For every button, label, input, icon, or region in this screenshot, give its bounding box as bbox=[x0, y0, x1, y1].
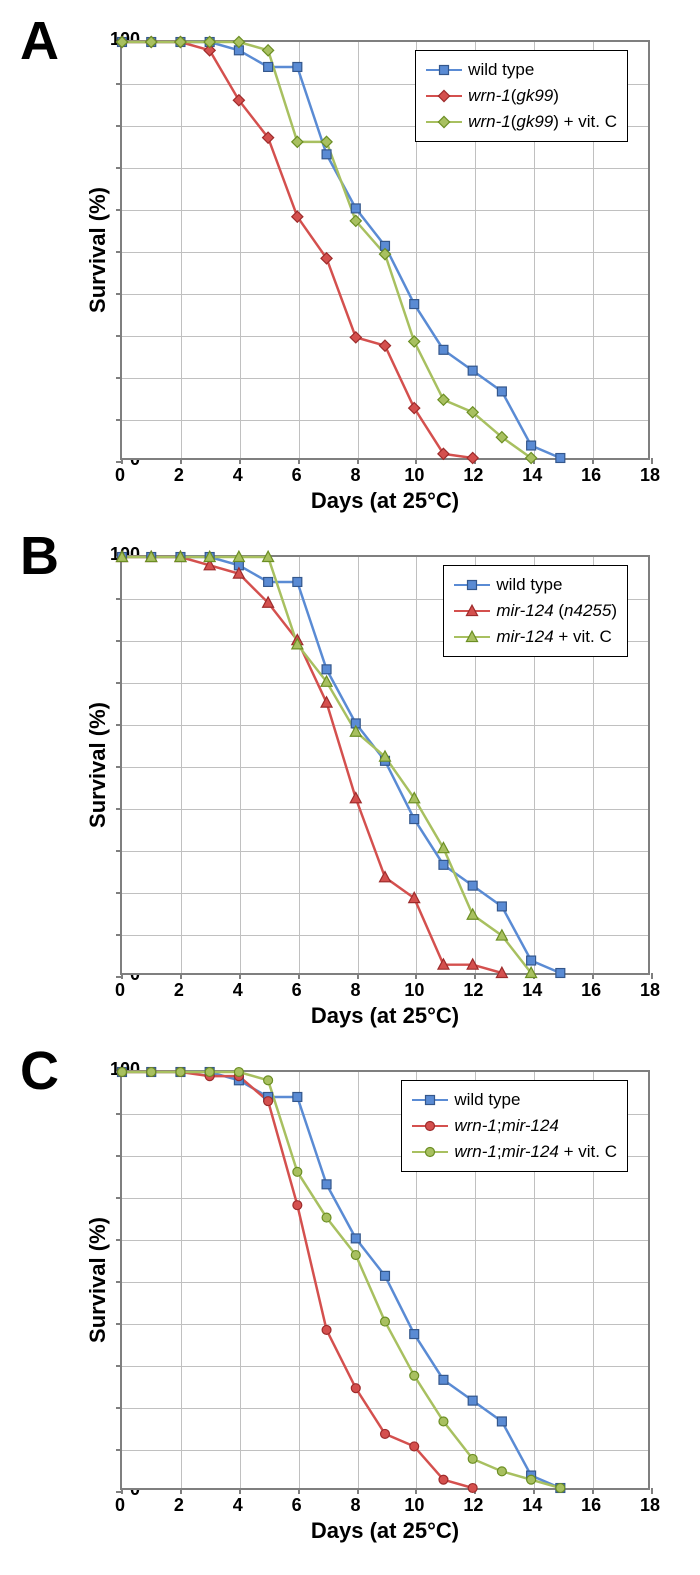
legend-label: mir-124 + vit. C bbox=[496, 627, 611, 647]
panel-label-C: C bbox=[20, 1040, 59, 1102]
x-tick-label: 14 bbox=[517, 980, 547, 1001]
legend: wild type wrn-1(gk99) wrn-1(gk99) + vit.… bbox=[415, 50, 628, 142]
x-tick-label: 8 bbox=[341, 980, 371, 1001]
x-tick-label: 0 bbox=[105, 465, 135, 486]
x-tick-label: 6 bbox=[282, 465, 312, 486]
x-tick-label: 14 bbox=[517, 465, 547, 486]
legend-item: wrn-1(gk99) bbox=[426, 83, 617, 109]
legend: wild type wrn-1;mir-124 wrn-1;mir-124 + … bbox=[401, 1080, 628, 1172]
x-tick-label: 8 bbox=[341, 465, 371, 486]
legend-item: wild type bbox=[454, 572, 617, 598]
x-tick-label: 0 bbox=[105, 1495, 135, 1516]
legend-item: wild type bbox=[426, 57, 617, 83]
x-tick-label: 10 bbox=[399, 1495, 429, 1516]
legend-label: wrn-1;mir-124 + vit. C bbox=[454, 1142, 617, 1162]
x-tick-label: 12 bbox=[458, 980, 488, 1001]
legend-item: wrn-1;mir-124 + vit. C bbox=[412, 1139, 617, 1165]
legend-item: wrn-1;mir-124 bbox=[412, 1113, 617, 1139]
x-tick-label: 16 bbox=[576, 980, 606, 1001]
x-tick-label: 2 bbox=[164, 1495, 194, 1516]
panel-B: BSurvival (%)Days (at 25°C)0102030405060… bbox=[20, 525, 680, 1025]
plot-area: wild type mir-124 (n4255) mir-124 + vit.… bbox=[120, 555, 650, 975]
legend-item: wrn-1(gk99) + vit. C bbox=[426, 109, 617, 135]
legend-item: mir-124 (n4255) bbox=[454, 598, 617, 624]
x-tick-label: 18 bbox=[635, 465, 665, 486]
x-tick-label: 16 bbox=[576, 1495, 606, 1516]
plot-area: wild type wrn-1(gk99) wrn-1(gk99) + vit.… bbox=[120, 40, 650, 460]
x-tick-label: 8 bbox=[341, 1495, 371, 1516]
x-axis-title: Days (at 25°C) bbox=[120, 1003, 650, 1029]
x-tick-label: 2 bbox=[164, 465, 194, 486]
legend-label: wrn-1(gk99) + vit. C bbox=[468, 112, 617, 132]
panel-label-B: B bbox=[20, 525, 59, 587]
x-tick-label: 2 bbox=[164, 980, 194, 1001]
legend-label: wild type bbox=[454, 1090, 520, 1110]
x-tick-label: 10 bbox=[399, 465, 429, 486]
x-tick-label: 18 bbox=[635, 1495, 665, 1516]
x-axis-title: Days (at 25°C) bbox=[120, 488, 650, 514]
x-tick-label: 4 bbox=[223, 980, 253, 1001]
x-tick-label: 12 bbox=[458, 1495, 488, 1516]
panel-A: ASurvival (%)Days (at 25°C)0102030405060… bbox=[20, 10, 680, 510]
legend-label: wild type bbox=[496, 575, 562, 595]
legend-label: mir-124 (n4255) bbox=[496, 601, 617, 621]
x-tick-label: 14 bbox=[517, 1495, 547, 1516]
x-tick-label: 18 bbox=[635, 980, 665, 1001]
legend-item: wild type bbox=[412, 1087, 617, 1113]
x-tick-label: 6 bbox=[282, 980, 312, 1001]
x-tick-label: 4 bbox=[223, 1495, 253, 1516]
x-tick-label: 6 bbox=[282, 1495, 312, 1516]
x-tick-label: 12 bbox=[458, 465, 488, 486]
x-tick-label: 16 bbox=[576, 465, 606, 486]
legend: wild type mir-124 (n4255) mir-124 + vit.… bbox=[443, 565, 628, 657]
legend-item: mir-124 + vit. C bbox=[454, 624, 617, 650]
legend-label: wrn-1(gk99) bbox=[468, 86, 559, 106]
panel-label-A: A bbox=[20, 10, 59, 72]
x-tick-label: 0 bbox=[105, 980, 135, 1001]
panel-C: CSurvival (%)Days (at 25°C)0102030405060… bbox=[20, 1040, 680, 1540]
legend-label: wild type bbox=[468, 60, 534, 80]
x-tick-label: 10 bbox=[399, 980, 429, 1001]
x-tick-label: 4 bbox=[223, 465, 253, 486]
legend-label: wrn-1;mir-124 bbox=[454, 1116, 559, 1136]
plot-area: wild type wrn-1;mir-124 wrn-1;mir-124 + … bbox=[120, 1070, 650, 1490]
x-axis-title: Days (at 25°C) bbox=[120, 1518, 650, 1544]
